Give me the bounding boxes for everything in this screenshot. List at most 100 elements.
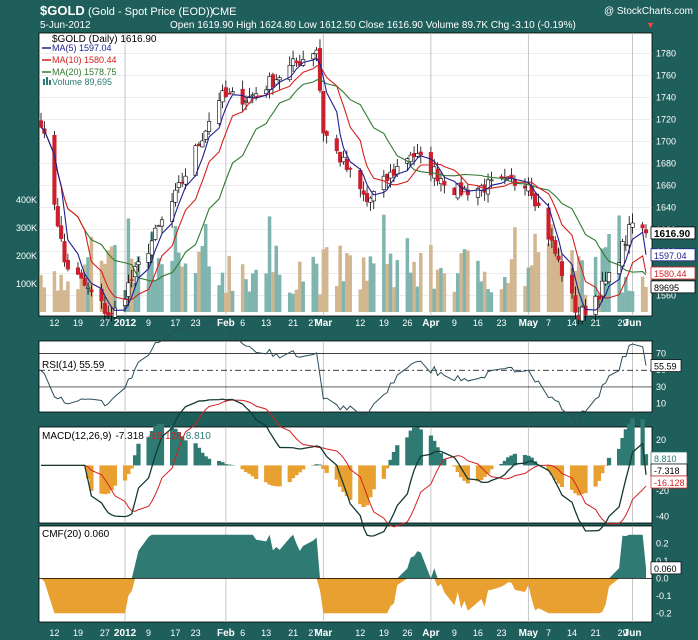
- ma5-line: [40, 57, 647, 312]
- macd-histogram-bar: [334, 465, 339, 480]
- macd-histogram-bar: [159, 424, 165, 466]
- x-axis-label: 2012: [114, 318, 137, 329]
- macd-signal-line: [41, 399, 647, 528]
- macd-histogram-bar: [573, 465, 578, 494]
- candle-body: [556, 255, 561, 260]
- volume-bar: [146, 254, 151, 312]
- volume-bar: [486, 289, 490, 312]
- last-value-label: 1616.90: [654, 229, 691, 240]
- volume-bar: [439, 267, 443, 312]
- candle-body: [52, 134, 57, 205]
- volume-bar: [247, 291, 252, 312]
- volume-bar: [287, 292, 292, 312]
- macd-histogram-bar: [270, 465, 276, 486]
- macd-histogram-bar: [290, 465, 296, 479]
- candle-body: [223, 87, 228, 97]
- volume-bar: [630, 291, 635, 312]
- candle-body: [371, 191, 376, 202]
- volume-bar: [250, 273, 255, 312]
- candle-body: [596, 296, 602, 300]
- volume-bar: [459, 253, 463, 312]
- cmf-tick: 0.1: [656, 556, 669, 566]
- x-axis-label: 12: [355, 318, 365, 328]
- cmf-last-tag: [650, 561, 682, 575]
- volume-bar: [405, 238, 410, 312]
- candle-body: [452, 187, 457, 196]
- candle-body: [533, 193, 538, 207]
- volume-tick: 100K: [16, 279, 37, 289]
- price-tick: 1700: [656, 137, 676, 147]
- candle-body: [364, 193, 370, 203]
- x-axis-label: Feb: [217, 318, 235, 329]
- macd-histogram-bar: [630, 418, 635, 466]
- macd-histogram-bar: [546, 465, 551, 471]
- price-tick: 1660: [656, 181, 676, 191]
- candle-body: [344, 158, 349, 170]
- volume-bar: [324, 247, 329, 312]
- volume-bar: [435, 269, 440, 312]
- macd-histogram-bar: [583, 465, 588, 494]
- candle-body: [206, 121, 212, 132]
- x-axis-label: Feb: [217, 628, 235, 639]
- candle-body: [549, 236, 554, 241]
- ma10-line: [40, 65, 647, 301]
- candle-body: [75, 267, 81, 275]
- volume-bar: [197, 251, 201, 312]
- price-tick: 1760: [656, 71, 676, 81]
- macd-histogram-bar: [294, 465, 299, 476]
- volume-bar: [341, 281, 346, 312]
- macd-histogram-bar: [311, 465, 316, 466]
- cmf-legend: CMF(20) 0.060: [42, 529, 110, 540]
- macd-histogram-bar: [301, 465, 306, 470]
- volume-bar: [150, 232, 154, 312]
- candle-body: [106, 312, 111, 316]
- ma20-line: [40, 79, 647, 282]
- macd-histogram-bar: [428, 435, 433, 466]
- volume-bar: [271, 271, 275, 312]
- volume-bar: [82, 264, 87, 312]
- last-value-tag: [650, 248, 696, 262]
- volume-bar: [345, 253, 349, 312]
- candle-body: [338, 151, 343, 163]
- volume-bar: [456, 273, 460, 312]
- volume-bar: [429, 245, 433, 312]
- macd-histogram-bar: [385, 465, 390, 469]
- volume-bar: [432, 288, 437, 312]
- legend-volume: Volume 89,695: [52, 77, 112, 87]
- macd-histogram-bar: [200, 452, 205, 466]
- x-axis-label: May: [519, 318, 539, 329]
- volume-bar: [476, 260, 480, 312]
- volume-bar: [553, 249, 558, 312]
- macd-histogram-bar: [153, 426, 158, 466]
- candle-body: [432, 166, 437, 179]
- macd-histogram-bar: [479, 465, 484, 481]
- candle-body: [112, 307, 118, 318]
- macd-histogram-bar: [126, 465, 131, 475]
- volume-bar: [395, 260, 400, 312]
- volume-bar: [207, 266, 211, 312]
- macd-legend-value: -7.318: [115, 431, 144, 442]
- volume-bar: [203, 224, 208, 312]
- volume-bar: [42, 287, 47, 312]
- x-axis-label: 6: [240, 628, 245, 638]
- last-value-tag: [650, 266, 696, 280]
- macd-histogram-bar: [247, 465, 252, 474]
- volume-bar: [365, 280, 369, 312]
- candle-body: [200, 140, 205, 148]
- macd-histogram-bar: [418, 429, 423, 466]
- candle-body: [109, 312, 114, 315]
- candle-body: [643, 229, 649, 234]
- volume-bar: [371, 263, 376, 312]
- macd-histogram-bar: [556, 465, 561, 484]
- macd-histogram-bar: [243, 465, 249, 472]
- x-axis-label: 19: [73, 318, 83, 328]
- macd-histogram-bar: [371, 465, 376, 490]
- x-axis-label: 21: [288, 628, 298, 638]
- candle-body: [623, 244, 628, 246]
- volume-bar: [412, 261, 416, 312]
- x-axis-label: Mar: [314, 628, 332, 639]
- volume-bar: [170, 260, 174, 312]
- quote-line: Open 1619.90 High 1624.80 Low 1612.50 Cl…: [170, 20, 576, 31]
- candle-body: [173, 189, 178, 203]
- volume-bar: [385, 264, 389, 312]
